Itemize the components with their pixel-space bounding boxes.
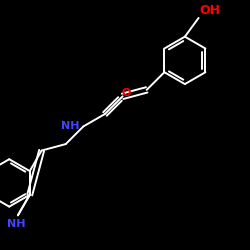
Text: OH: OH [200, 4, 221, 17]
Text: NH: NH [8, 219, 26, 229]
Text: NH: NH [61, 122, 80, 132]
Text: O: O [121, 88, 130, 98]
